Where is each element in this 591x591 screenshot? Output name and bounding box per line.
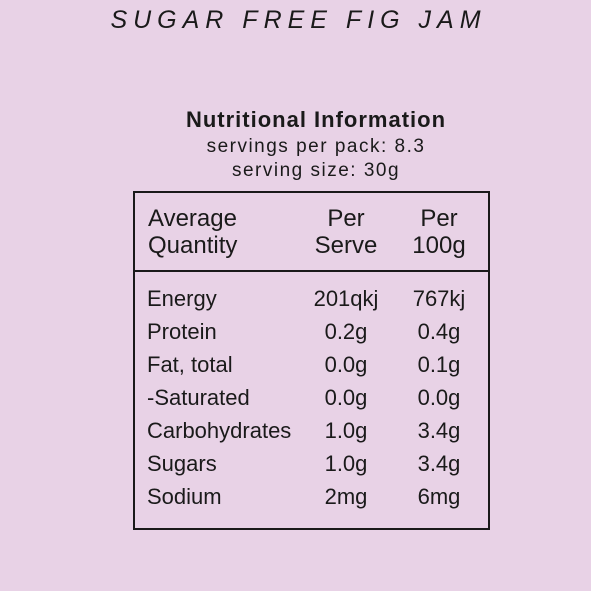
row-name: -Saturated xyxy=(147,385,250,410)
table-row: Sodium 2mg 6mg xyxy=(135,480,488,513)
nutrition-heading: Nutritional Information xyxy=(185,107,447,132)
serving-size: serving size: 30g xyxy=(231,160,401,181)
row-per-100g: 0.0g xyxy=(417,385,461,410)
row-per-100g: 767kj xyxy=(412,286,466,311)
table-row: Sugars 1.0g 3.4g xyxy=(135,447,488,480)
servings-per-pack: servings per pack: 8.3 xyxy=(206,136,426,157)
row-per-100g: 3.4g xyxy=(417,418,461,443)
header-per100-line1: Per xyxy=(420,205,458,232)
row-per-serve: 0.0g xyxy=(324,385,368,410)
nutrition-panel: Average Quantity Per Serve Per 100g Ener… xyxy=(133,191,490,530)
row-name: Carbohydrates xyxy=(147,418,292,443)
row-per-serve: 1.0g xyxy=(324,451,368,476)
row-per-100g: 0.1g xyxy=(417,352,461,377)
table-row: -Saturated 0.0g 0.0g xyxy=(135,381,488,414)
row-per-serve: 2mg xyxy=(324,484,368,509)
header-per-serve: Per Serve xyxy=(303,205,389,259)
header-serve-line2: Serve xyxy=(314,232,378,259)
row-per-serve: 0.0g xyxy=(324,352,368,377)
row-per-100g: 6mg xyxy=(417,484,461,509)
table-row: Carbohydrates 1.0g 3.4g xyxy=(135,414,488,447)
product-title: SUGAR FREE FIG JAM xyxy=(110,6,487,34)
row-name: Energy xyxy=(147,286,217,311)
table-row: Protein 0.2g 0.4g xyxy=(135,315,488,348)
row-per-serve: 1.0g xyxy=(324,418,368,443)
row-name: Sugars xyxy=(147,451,217,476)
row-name: Fat, total xyxy=(147,352,233,377)
nutrition-rows: Energy 201qkj 767kj Protein 0.2g 0.4g Fa… xyxy=(135,282,488,513)
row-per-100g: 3.4g xyxy=(417,451,461,476)
row-per-100g: 0.4g xyxy=(417,319,461,344)
header-average-quantity: Average Quantity xyxy=(148,205,237,259)
table-row: Fat, total 0.0g 0.1g xyxy=(135,348,488,381)
header-per100-line2: 100g xyxy=(412,232,466,259)
header-quantity-line1: Average xyxy=(148,205,237,232)
row-per-serve: 201qkj xyxy=(313,286,379,311)
header-quantity-line2: Quantity xyxy=(148,232,238,259)
table-row: Energy 201qkj 767kj xyxy=(135,282,488,315)
header-per-100g: Per 100g xyxy=(399,205,479,259)
row-name: Sodium xyxy=(147,484,222,509)
row-per-serve: 0.2g xyxy=(324,319,368,344)
header-serve-line1: Per xyxy=(327,205,365,232)
header-divider xyxy=(135,270,488,272)
row-name: Protein xyxy=(147,319,217,344)
